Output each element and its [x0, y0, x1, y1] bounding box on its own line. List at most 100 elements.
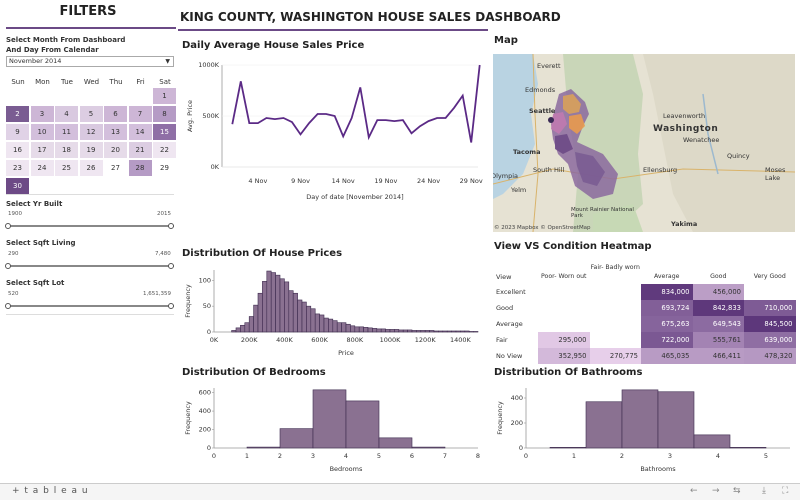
histogram-bar[interactable]: [376, 328, 382, 333]
histogram-bar[interactable]: [244, 322, 250, 333]
calendar-day[interactable]: 9: [6, 124, 29, 140]
histogram-bar[interactable]: [279, 428, 314, 449]
calendar-day[interactable]: 3: [30, 106, 54, 122]
yr-built-max-handle[interactable]: [168, 223, 174, 229]
sqft-lot-min-handle[interactable]: [5, 303, 11, 309]
calendar-day[interactable]: 11: [55, 124, 78, 140]
histogram-bar[interactable]: [279, 278, 285, 333]
histogram-bar[interactable]: [240, 324, 246, 333]
heatmap-cell[interactable]: 675,263: [641, 316, 693, 332]
heatmap-cell[interactable]: 649,543: [692, 316, 744, 332]
line-chart[interactable]: 1000K 500K 0K 4 Nov 9 Nov 14 Nov 19 Nov 24 Nov 2…: [180, 55, 485, 205]
histogram-bar[interactable]: [332, 320, 338, 333]
histogram-bar[interactable]: [468, 331, 474, 333]
histogram-bar[interactable]: [429, 330, 435, 333]
histogram-bar[interactable]: [367, 327, 373, 333]
histogram-bar[interactable]: [310, 308, 316, 333]
histogram-bar[interactable]: [301, 301, 307, 333]
histogram-bar[interactable]: [328, 318, 334, 333]
histogram-bar[interactable]: [394, 329, 400, 333]
histogram-bar[interactable]: [341, 322, 347, 333]
month-dropdown[interactable]: November 2014 ▼: [6, 56, 174, 67]
histogram-bar[interactable]: [266, 270, 272, 333]
heatmap-cell[interactable]: 845,500: [744, 316, 796, 332]
calendar-day[interactable]: 1: [153, 88, 176, 104]
heatmap-cell[interactable]: 295,000: [538, 332, 590, 348]
sqft-living-min-handle[interactable]: [5, 263, 11, 269]
download-icon[interactable]: ⤓: [762, 486, 766, 496]
histogram-bar[interactable]: [354, 326, 360, 333]
histogram-bar[interactable]: [297, 299, 303, 333]
calendar-day[interactable]: 21: [128, 142, 152, 158]
histogram-bar[interactable]: [420, 330, 426, 333]
histogram-bar[interactable]: [284, 281, 290, 333]
heatmap-cell[interactable]: 834,000: [641, 284, 693, 300]
heatmap-cell[interactable]: [538, 284, 590, 300]
histogram-bar[interactable]: [345, 400, 380, 449]
histogram-bar[interactable]: [288, 290, 294, 333]
calendar-day[interactable]: 8: [153, 106, 176, 122]
histogram-bar[interactable]: [378, 437, 413, 449]
heatmap-cell[interactable]: [590, 284, 642, 300]
calendar-day[interactable]: 27: [104, 160, 127, 176]
histogram-bar[interactable]: [438, 330, 444, 333]
histogram-bar[interactable]: [455, 330, 461, 333]
heatmap-cell[interactable]: 693,724: [641, 300, 693, 316]
heatmap-cell[interactable]: 555,761: [692, 332, 744, 348]
histogram-bar[interactable]: [345, 323, 351, 333]
heatmap-table[interactable]: View Poor- Worn out Fair- Badly worn Averag…: [494, 260, 796, 364]
histogram-bar[interactable]: [257, 292, 263, 333]
histogram-bar[interactable]: [275, 274, 281, 333]
histogram-bar[interactable]: [416, 330, 422, 333]
calendar-day[interactable]: 28: [128, 160, 152, 176]
heatmap-cell[interactable]: [590, 300, 642, 316]
map[interactable]: Everett Edmonds Seattle Tacoma Olympia S…: [493, 54, 795, 232]
histogram-bar[interactable]: [312, 389, 347, 449]
histogram-bar[interactable]: [442, 330, 448, 333]
histogram-bar[interactable]: [319, 314, 325, 333]
histogram-bar[interactable]: [389, 329, 395, 333]
histogram-bar[interactable]: [235, 327, 241, 333]
redo-icon[interactable]: →: [712, 486, 720, 496]
sqft-lot-max-handle[interactable]: [168, 303, 174, 309]
calendar-day[interactable]: 17: [30, 142, 54, 158]
calendar-day[interactable]: 13: [104, 124, 127, 140]
calendar-day[interactable]: 15: [153, 124, 176, 140]
tableau-logo[interactable]: + t a b l e a u: [12, 486, 89, 496]
calendar-day[interactable]: 22: [153, 142, 176, 158]
calendar-day[interactable]: 29: [153, 160, 176, 176]
histogram-bar[interactable]: [446, 330, 452, 333]
calendar-day[interactable]: 26: [79, 160, 103, 176]
histogram-bar[interactable]: [424, 330, 430, 333]
histogram-bar[interactable]: [621, 389, 659, 449]
calendar-day[interactable]: 24: [30, 160, 54, 176]
histogram-bar[interactable]: [407, 329, 413, 333]
histogram-bar[interactable]: [363, 327, 369, 333]
histogram-bar[interactable]: [473, 331, 479, 333]
sqft-living-slider[interactable]: [6, 265, 174, 267]
heatmap-cell[interactable]: 465,035: [641, 348, 693, 364]
calendar-day[interactable]: 7: [128, 106, 152, 122]
histogram-bar[interactable]: [549, 447, 587, 449]
histogram-bar[interactable]: [398, 329, 404, 333]
histogram-bar[interactable]: [336, 322, 342, 333]
calendar-day[interactable]: 20: [104, 142, 127, 158]
heatmap-cell[interactable]: 722,000: [641, 332, 693, 348]
calendar-day[interactable]: 4: [55, 106, 78, 122]
histogram-bar[interactable]: [657, 391, 695, 449]
calendar-day[interactable]: 2: [6, 106, 29, 122]
heatmap-cell[interactable]: [590, 332, 642, 348]
histogram-bar[interactable]: [248, 316, 254, 333]
histogram-bar[interactable]: [253, 304, 259, 333]
calendar-day[interactable]: 23: [6, 160, 29, 176]
histogram-bar[interactable]: [460, 330, 466, 333]
histogram-bar[interactable]: [411, 330, 417, 333]
histogram-bar[interactable]: [306, 305, 312, 333]
calendar-day[interactable]: 30: [6, 178, 29, 194]
heatmap-cell[interactable]: [538, 316, 590, 332]
histogram-bar[interactable]: [411, 446, 446, 449]
calendar-day[interactable]: 12: [79, 124, 103, 140]
calendar-day[interactable]: 18: [55, 142, 78, 158]
calendar-day[interactable]: 14: [128, 124, 152, 140]
histogram-bar[interactable]: [350, 325, 356, 333]
